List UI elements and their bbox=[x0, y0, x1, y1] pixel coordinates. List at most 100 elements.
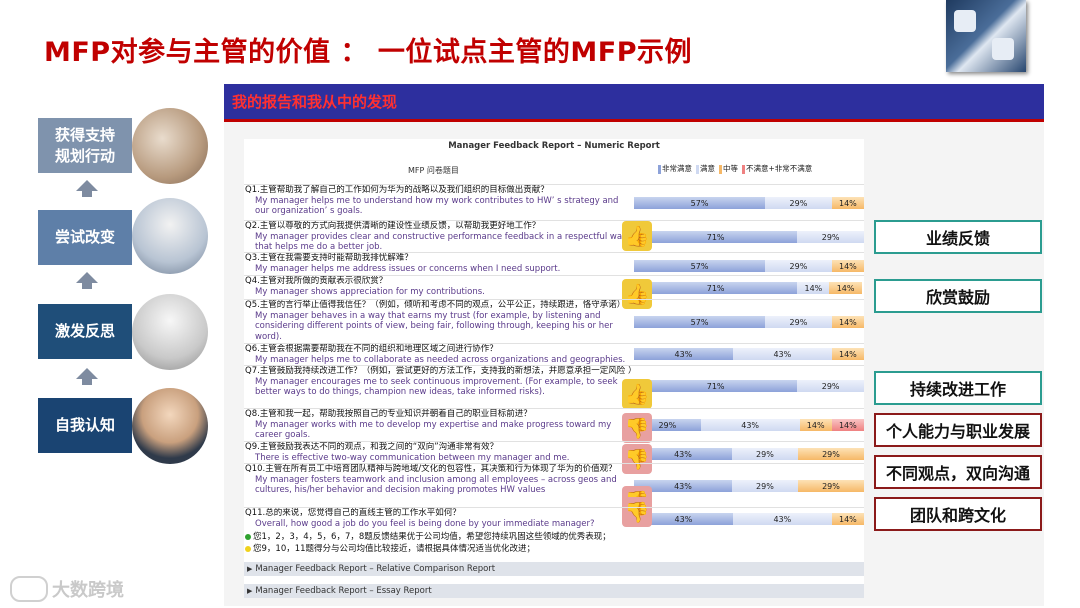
question-text-en: My manager encourages me to seek continu… bbox=[255, 376, 618, 398]
people-image bbox=[132, 294, 208, 370]
question-text-cn: Q11.总的来说，您觉得自己的直线主管的工作水平如何？ bbox=[245, 508, 461, 518]
panel-header: 我的报告和我从中的发现 bbox=[224, 84, 1044, 122]
summary-note-text: 您1，2，3，4，5，6，7，8题反馈结果优于公司均值，希望您持续巩固这些领域的… bbox=[253, 532, 611, 542]
row-divider bbox=[244, 275, 864, 276]
bar-segment-vs: 43% bbox=[634, 513, 733, 525]
bullet-dot-icon bbox=[245, 533, 251, 540]
row-divider bbox=[244, 343, 864, 344]
triangle-right-icon: ▶ bbox=[247, 565, 253, 573]
report-title: Manager Feedback Report – Numeric Report bbox=[448, 141, 660, 151]
bar-segment-n: 14% bbox=[831, 260, 864, 272]
puzzle-image bbox=[946, 0, 1026, 72]
arrow-stem bbox=[82, 283, 92, 289]
flow-step-self-awareness: 自我认知 bbox=[38, 398, 132, 453]
bar-segment-s: 29% bbox=[765, 316, 832, 328]
bar-segment-s: 29% bbox=[765, 197, 832, 209]
thumbs-up-icon: 👍 bbox=[622, 221, 652, 251]
question-item: Q6.主管会根据需要帮助我在不同的组织和地理区域之间进行协作？ My manage… bbox=[245, 344, 635, 365]
numeric-report: Manager Feedback Report – Numeric Report… bbox=[244, 139, 864, 585]
question-item: Q11.总的来说，您觉得自己的直线主管的工作水平如何？ Overall, how … bbox=[245, 508, 635, 529]
question-text-en: There is effective two-way communication… bbox=[255, 452, 570, 463]
bar-segment-s: 29% bbox=[797, 380, 864, 392]
question-text-en: My manager works with me to develop my e… bbox=[255, 419, 612, 441]
bar-segment-s: 43% bbox=[732, 348, 832, 360]
manager-portrait-image bbox=[132, 388, 208, 464]
bar-segment-vs: 71% bbox=[634, 380, 798, 392]
row-divider bbox=[244, 220, 864, 221]
bar-segment-s: 29% bbox=[765, 260, 832, 272]
question-item: Q7.主管鼓励我持续改进工作？（例如，尝试更好的方法工作，支持我的新想法，并愿意… bbox=[245, 366, 637, 398]
label-teamwork-culture: 团队和跨文化 bbox=[874, 497, 1042, 531]
bar-segment-s: 29% bbox=[731, 480, 798, 492]
question-text-cn: Q9.主管鼓励我表达不同的观点，和我之间的“双向”沟通非常有效？ bbox=[245, 442, 499, 452]
label-performance-feedback: 业绩反馈 bbox=[874, 220, 1042, 254]
response-bar: 43% 43% 14% bbox=[634, 513, 864, 525]
response-bar: 57% 29% 14% bbox=[634, 316, 864, 328]
bar-segment-s: 14% bbox=[797, 282, 830, 294]
row-divider bbox=[244, 299, 864, 300]
label-career-development: 个人能力与职业发展 bbox=[874, 413, 1042, 447]
bar-segment-s: 29% bbox=[731, 448, 798, 460]
flow-step-try-change: 尝试改变 bbox=[38, 210, 132, 265]
bar-segment-vs: 43% bbox=[634, 480, 732, 492]
response-bar: 71% 14% 14% bbox=[634, 282, 864, 294]
question-text-cn: Q2.主管以尊敬的方式向我提供清晰的建设性业绩反馈，以帮助我更好地工作？ bbox=[245, 221, 541, 231]
bar-segment-s: 29% bbox=[797, 231, 864, 243]
watermark-logo-icon bbox=[10, 576, 48, 602]
bar-segment-n: 14% bbox=[799, 419, 832, 431]
bar-segment-d: 14% bbox=[831, 419, 864, 431]
bar-segment-vs: 71% bbox=[634, 282, 798, 294]
response-bar: 29% 43% 14% 14% bbox=[634, 419, 864, 431]
response-bar: 43% 29% 29% bbox=[634, 480, 864, 492]
row-divider bbox=[244, 463, 864, 464]
question-text-en: Overall, how good a job do you feel is b… bbox=[255, 518, 595, 529]
relative-comparison-report-link[interactable]: ▶ Manager Feedback Report – Relative Comp… bbox=[244, 562, 864, 576]
row-divider bbox=[244, 441, 864, 442]
summary-note: 您1，2，3，4，5，6，7，8题反馈结果优于公司均值，希望您持续巩固这些领域的… bbox=[245, 530, 611, 542]
response-bar: 43% 29% 29% bbox=[634, 448, 864, 460]
bar-segment-n: 14% bbox=[831, 513, 864, 525]
summary-note: 您9，10，11题得分与公司均值比较接近，请根据具体情况适当优化改进； bbox=[245, 542, 535, 554]
arrow-up-icon bbox=[76, 272, 98, 283]
response-bar: 71% 29% bbox=[634, 380, 864, 392]
legend-item: 满意 bbox=[696, 163, 715, 174]
legend: 非常满意 满意 中等 不满意+非常不满意 bbox=[658, 163, 812, 174]
bar-segment-n: 29% bbox=[797, 448, 864, 460]
thumbs-down-icon: 👎 bbox=[622, 444, 652, 474]
bar-segment-s: 43% bbox=[732, 513, 832, 525]
response-bar: 71% 29% bbox=[634, 231, 864, 243]
arrow-up-icon bbox=[76, 368, 98, 379]
thumbs-up-icon: 👍 bbox=[622, 379, 652, 409]
thumbs-down-icon: 👎 bbox=[622, 497, 652, 527]
question-item: Q8.主管和我一起，帮助我按照自己的专业知识并朝着自己的职业目标前进？ My ma… bbox=[245, 409, 635, 441]
row-divider bbox=[244, 252, 864, 253]
bar-segment-vs: 43% bbox=[634, 448, 732, 460]
question-text-en: My manager helps me to understand how my… bbox=[255, 195, 619, 217]
arrow-up-icon bbox=[76, 180, 98, 191]
response-bar: 43% 43% 14% bbox=[634, 348, 864, 360]
arrow-stem bbox=[82, 191, 92, 197]
bar-segment-n: 14% bbox=[831, 316, 864, 328]
question-text-en: My manager helps me address issues or co… bbox=[255, 263, 561, 274]
legend-item: 中等 bbox=[719, 163, 738, 174]
question-item: Q10.主管在所有员工中培育团队精神与跨地域/文化的包容性，其决策和行为体现了华… bbox=[245, 464, 635, 496]
question-text-en: My manager behaves in a way that earns m… bbox=[255, 310, 613, 342]
arrow-stem bbox=[82, 379, 92, 385]
question-item: Q2.主管以尊敬的方式向我提供清晰的建设性业绩反馈，以帮助我更好地工作？ My m… bbox=[245, 221, 635, 253]
response-bar: 57% 29% 14% bbox=[634, 260, 864, 272]
bar-segment-n: 14% bbox=[829, 282, 862, 294]
label-two-way-communication: 不同观点，双向沟通 bbox=[874, 455, 1042, 489]
thumbs-up-icon: 👍 bbox=[622, 279, 652, 309]
watermark: 大数跨境 bbox=[10, 576, 124, 602]
row-divider bbox=[244, 507, 864, 508]
bullet-dot-icon bbox=[245, 545, 251, 552]
page-title: MFP对参与主管的价值 ： 一位试点主管的MFP示例 bbox=[44, 37, 693, 68]
essay-report-link[interactable]: ▶ Manager Feedback Report – Essay Report bbox=[244, 584, 864, 598]
question-column-header: MFP 问卷题目 bbox=[408, 166, 459, 175]
bar-segment-s: 43% bbox=[700, 419, 800, 431]
row-divider bbox=[244, 184, 864, 185]
bar-segment-vs: 71% bbox=[634, 231, 798, 243]
question-item: Q4.主管对我所做的贡献表示很欣赏？ My manager shows appre… bbox=[245, 276, 635, 297]
teamwork-hands-image bbox=[132, 108, 208, 184]
question-text-en: My manager shows appreciation for my con… bbox=[255, 286, 485, 297]
